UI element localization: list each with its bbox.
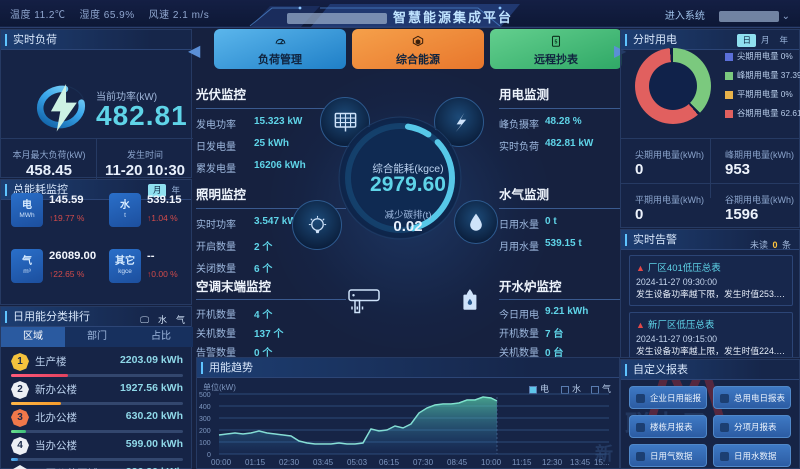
svg-text:500: 500 <box>199 392 211 399</box>
svg-text:5: 5 <box>555 39 558 45</box>
svg-text:300: 300 <box>199 416 211 423</box>
svg-text:100: 100 <box>199 440 211 447</box>
svg-text:200: 200 <box>199 428 211 435</box>
svg-text:400: 400 <box>199 404 211 411</box>
